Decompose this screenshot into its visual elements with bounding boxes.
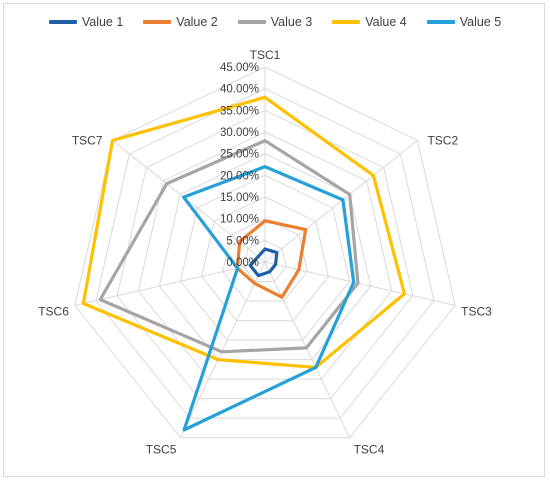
series-line-1 (248, 247, 279, 278)
legend-swatch (143, 20, 172, 24)
grid-spoke (264, 140, 418, 263)
grid-spoke (264, 261, 456, 306)
tick-label: 5.00% (226, 235, 259, 247)
legend-swatch (426, 20, 455, 24)
grid-spoke (179, 261, 266, 438)
tick-label: 25.00% (220, 149, 259, 161)
legend-item: Value 2 (143, 15, 218, 29)
grid-spoke (74, 261, 266, 306)
legend-label: Value 5 (459, 15, 502, 29)
legend-label: Value 1 (81, 15, 124, 29)
category-label: TSC2 (427, 133, 458, 147)
tick-label: 35.00% (220, 105, 259, 117)
legend-item: Value 3 (237, 15, 313, 29)
tick-label: 10.00% (220, 214, 259, 226)
category-label: TSC5 (146, 443, 177, 457)
series-line-3 (98, 139, 360, 354)
series-line-2 (235, 219, 308, 299)
tick-label: 30.00% (220, 127, 259, 139)
legend-label: Value 2 (176, 15, 218, 29)
tick-label: 15.00% (220, 192, 259, 204)
category-label: TSC6 (38, 304, 69, 318)
legend-item: Value 4 (332, 15, 407, 29)
tick-label: 40.00% (220, 84, 259, 96)
tick-label: 45.00% (220, 62, 259, 74)
legend-label: Value 3 (270, 15, 313, 29)
tick-label: 0.00% (226, 257, 259, 269)
legend-label: Value 4 (365, 15, 407, 29)
grid-ring (201, 196, 329, 322)
grid-ring (95, 88, 435, 419)
grid-ring (243, 239, 287, 283)
series-line-4 (81, 95, 407, 370)
category-label: TSC4 (354, 443, 385, 457)
category-label: TSC3 (461, 304, 492, 318)
legend-item: Value 5 (426, 15, 502, 29)
grid-ring (116, 109, 414, 400)
grid-ring (222, 218, 308, 302)
grid-ring (179, 174, 351, 341)
legend-swatch (332, 20, 361, 24)
tick-label: 20.00% (220, 170, 259, 182)
category-label: TSC1 (250, 48, 281, 62)
grid-spoke (264, 261, 351, 438)
category-label: TSC7 (72, 133, 103, 147)
chart-legend: Value 1 Value 2 Value 3 Value 4 Value 5 (0, 15, 550, 29)
legend-item: Value 1 (48, 15, 124, 29)
series-line-5 (182, 165, 356, 432)
legend-swatch (48, 20, 77, 24)
grid-ring (158, 153, 372, 361)
legend-swatch (237, 20, 266, 24)
